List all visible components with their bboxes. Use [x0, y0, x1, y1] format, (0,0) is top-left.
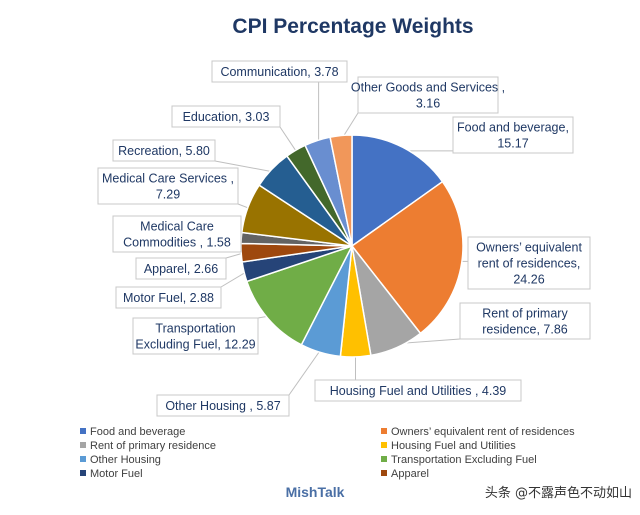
callout-label: rent of residences, [478, 257, 581, 271]
leader-other-housing [288, 348, 322, 396]
slice-transportation-excluding-fuel [245, 244, 354, 346]
callout-owners-equivalent-rent-of-residences: Owners’ equivalent rent of residences, 24.… [467, 236, 591, 290]
pie-slices [240, 134, 464, 358]
callout-box [459, 302, 591, 340]
callout-label: Medical Care [140, 220, 214, 234]
callout-box [135, 257, 227, 280]
callout-box [171, 105, 281, 128]
callout-motor-fuel: Motor Fuel, 2.88 [115, 286, 222, 309]
legend: Food and beverage Owners’ equivalent rent… [80, 426, 575, 480]
callout-medical-care-services: Medical Care Services , 7.29 [97, 167, 239, 205]
callout-transportation-excluding-fuel: Transportation Excluding Fuel, 12.29 [132, 317, 259, 355]
callout-label: Housing Fuel and Utilities , 4.39 [330, 384, 507, 398]
legend-item-owners-equivalent-rent-of-residences: Owners’ equivalent rent of residences [381, 426, 575, 438]
callout-label: Owners’ equivalent [476, 241, 582, 255]
legend-item-housing-fuel-and-utilities: Housing Fuel and Utilities [381, 440, 516, 452]
legend-label: Owners’ equivalent rent of residences [391, 426, 575, 438]
callout-housing-fuel-and-utilities: Housing Fuel and Utilities , 4.39 [314, 379, 522, 402]
legend-swatch [80, 442, 86, 448]
callout-food-and-beverage: Food and beverage, 15.17 [452, 116, 574, 154]
legend-item-other-housing: Other Housing [80, 454, 161, 466]
legend-item-transportation-excluding-fuel: Transportation Excluding Fuel [381, 454, 537, 466]
legend-item-motor-fuel: Motor Fuel [80, 468, 143, 480]
slice-owners-equivalent-rent-of-residences [350, 180, 464, 335]
callout-label: residence, 7.86 [482, 323, 568, 337]
callout-label: Recreation, 5.80 [118, 144, 210, 158]
callout-label: 24.26 [513, 273, 544, 287]
brand-label: MishTalk [286, 484, 345, 500]
callout-label: Education, 3.03 [183, 110, 270, 124]
leader-education [279, 126, 299, 154]
callout-box [132, 317, 259, 355]
legend-label: Rent of primary residence [90, 440, 216, 452]
legend-item-food-and-beverage: Food and beverage [80, 426, 185, 438]
legend-swatch [381, 428, 387, 434]
leader-motor-fuel [220, 270, 249, 288]
callout-label: Food and beverage, [457, 121, 569, 135]
callout-box [357, 76, 499, 114]
leader-recreation [214, 160, 275, 173]
callout-label: Excluding Fuel, 12.29 [135, 338, 255, 352]
callout-box [112, 215, 242, 253]
callout-box [314, 379, 522, 402]
legend-swatch [80, 470, 86, 476]
legend-label: Other Housing [90, 454, 161, 466]
legend-swatch [381, 470, 387, 476]
callout-apparel: Apparel, 2.66 [135, 257, 227, 280]
legend-label: Food and beverage [90, 426, 185, 438]
callout-box [97, 167, 239, 205]
callout-other-housing: Other Housing , 5.87 [156, 394, 290, 417]
callout-communication: Communication, 3.78 [211, 60, 348, 83]
callout-education: Education, 3.03 [171, 105, 281, 128]
callout-label: Motor Fuel, 2.88 [123, 291, 214, 305]
callout-box [452, 116, 574, 154]
legend-item-apparel: Apparel [381, 468, 429, 480]
callout-box [467, 236, 591, 290]
callout-label: Commodities , 1.58 [123, 236, 231, 250]
callout-box [211, 60, 348, 83]
callout-label: Other Goods and Services , [351, 81, 505, 95]
callout-box [115, 286, 222, 309]
watermark-text: 头条 @不露声色不动如山 [485, 485, 632, 501]
legend-label: Housing Fuel and Utilities [391, 440, 516, 452]
legend-label: Transportation Excluding Fuel [391, 454, 537, 466]
callout-label: 15.17 [497, 137, 528, 151]
callout-medical-care-commodities: Medical Care Commodities , 1.58 [112, 215, 242, 253]
callout-label: Other Housing , 5.87 [165, 399, 280, 413]
callout-label: Apparel, 2.66 [144, 262, 218, 276]
callout-label: Medical Care Services , [102, 172, 234, 186]
legend-swatch [381, 442, 387, 448]
callout-label: 3.16 [416, 97, 440, 111]
callout-other-goods-and-services: Other Goods and Services , 3.16 [351, 76, 505, 114]
chart-title: CPI Percentage Weights [232, 15, 473, 38]
callout-box [112, 139, 216, 162]
legend-swatch [80, 456, 86, 462]
legend-label: Apparel [391, 468, 429, 480]
callout-label: 7.29 [156, 188, 180, 202]
legend-swatch [381, 456, 387, 462]
callout-label: Transportation [155, 322, 235, 336]
callout-rent-of-primary-residence: Rent of primary residence, 7.86 [459, 302, 591, 340]
slice-other-goods-and-services [329, 134, 353, 247]
slice-callouts: Food and beverage, 15.17 Owners’ equivalen… [97, 60, 591, 417]
slice-food-and-beverage [351, 134, 444, 248]
callout-label: Communication, 3.78 [220, 65, 338, 79]
legend-item-rent-of-primary-residence: Rent of primary residence [80, 440, 216, 452]
legend-swatch [80, 428, 86, 434]
callout-box [156, 394, 290, 417]
callout-recreation: Recreation, 5.80 [112, 139, 216, 162]
callout-label: Rent of primary [482, 307, 568, 321]
legend-label: Motor Fuel [90, 468, 143, 480]
